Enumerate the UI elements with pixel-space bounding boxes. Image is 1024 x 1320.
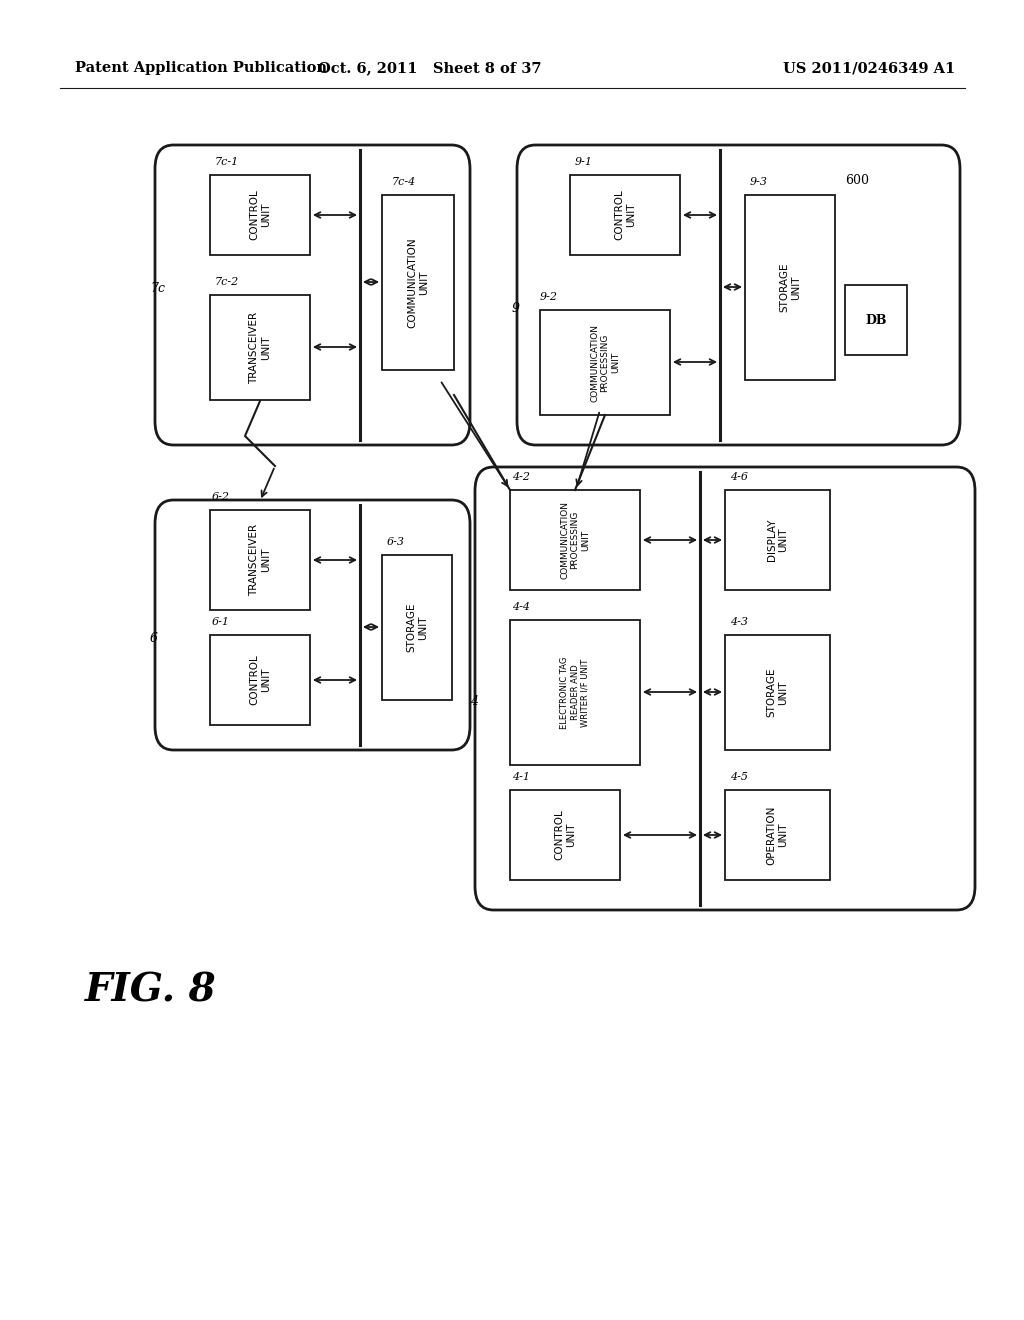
Text: STORAGE
UNIT: STORAGE UNIT bbox=[779, 263, 801, 313]
Text: 9-1: 9-1 bbox=[575, 157, 593, 168]
Text: COMMUNICATION
UNIT: COMMUNICATION UNIT bbox=[408, 238, 429, 327]
FancyBboxPatch shape bbox=[155, 145, 470, 445]
Bar bbox=[540, 310, 670, 414]
Text: TRANSCEIVER
UNIT: TRANSCEIVER UNIT bbox=[249, 524, 270, 597]
Text: 7c-4: 7c-4 bbox=[392, 177, 416, 187]
Bar bbox=[510, 620, 640, 766]
Text: OPERATION
UNIT: OPERATION UNIT bbox=[767, 805, 788, 865]
Text: 4-5: 4-5 bbox=[730, 772, 748, 781]
Bar bbox=[570, 176, 680, 255]
Bar bbox=[210, 176, 310, 255]
Text: 4-1: 4-1 bbox=[512, 772, 530, 781]
Bar bbox=[725, 789, 830, 880]
Text: STORAGE
UNIT: STORAGE UNIT bbox=[407, 603, 428, 652]
Text: 6-1: 6-1 bbox=[212, 616, 230, 627]
Text: 7c-1: 7c-1 bbox=[215, 157, 240, 168]
Text: FIG. 8: FIG. 8 bbox=[85, 972, 217, 1008]
Bar bbox=[510, 789, 620, 880]
Text: COMMUNICATION
PROCESSING
UNIT: COMMUNICATION PROCESSING UNIT bbox=[590, 323, 620, 401]
FancyBboxPatch shape bbox=[517, 145, 961, 445]
Bar bbox=[210, 635, 310, 725]
Bar bbox=[382, 195, 454, 370]
Text: DISPLAY
UNIT: DISPLAY UNIT bbox=[767, 519, 788, 561]
Bar bbox=[510, 490, 640, 590]
Bar bbox=[210, 294, 310, 400]
Text: 4-2: 4-2 bbox=[512, 473, 530, 482]
Text: 6-3: 6-3 bbox=[387, 537, 406, 546]
Text: Oct. 6, 2011   Sheet 8 of 37: Oct. 6, 2011 Sheet 8 of 37 bbox=[318, 61, 542, 75]
Text: US 2011/0246349 A1: US 2011/0246349 A1 bbox=[782, 61, 955, 75]
Bar bbox=[845, 285, 907, 355]
Text: 4-4: 4-4 bbox=[512, 602, 530, 612]
Bar bbox=[725, 490, 830, 590]
FancyBboxPatch shape bbox=[155, 500, 470, 750]
Text: 9: 9 bbox=[512, 302, 520, 315]
FancyBboxPatch shape bbox=[475, 467, 975, 909]
Bar bbox=[382, 554, 452, 700]
Bar bbox=[745, 195, 835, 380]
Text: 4-6: 4-6 bbox=[730, 473, 748, 482]
Text: 7c-2: 7c-2 bbox=[215, 277, 240, 286]
Text: TRANSCEIVER
UNIT: TRANSCEIVER UNIT bbox=[249, 312, 270, 384]
Text: 7c: 7c bbox=[150, 282, 165, 294]
Text: CONTROL
UNIT: CONTROL UNIT bbox=[249, 655, 270, 705]
Text: 9-3: 9-3 bbox=[750, 177, 768, 187]
Text: 6-2: 6-2 bbox=[212, 492, 230, 502]
Text: CONTROL
UNIT: CONTROL UNIT bbox=[554, 809, 575, 861]
Text: 600: 600 bbox=[845, 174, 869, 187]
Text: DB: DB bbox=[865, 314, 887, 326]
Text: 4: 4 bbox=[470, 696, 478, 708]
Bar bbox=[725, 635, 830, 750]
Text: 9-2: 9-2 bbox=[540, 292, 558, 302]
Text: 6: 6 bbox=[150, 632, 158, 645]
Text: STORAGE
UNIT: STORAGE UNIT bbox=[767, 668, 788, 717]
Text: COMMUNICATION
PROCESSING
UNIT: COMMUNICATION PROCESSING UNIT bbox=[560, 502, 590, 579]
Text: ELECTRONIC TAG
READER AND
WRITER I/F UNIT: ELECTRONIC TAG READER AND WRITER I/F UNI… bbox=[560, 656, 590, 729]
Text: Patent Application Publication: Patent Application Publication bbox=[75, 61, 327, 75]
Bar bbox=[210, 510, 310, 610]
Text: CONTROL
UNIT: CONTROL UNIT bbox=[614, 190, 636, 240]
Text: CONTROL
UNIT: CONTROL UNIT bbox=[249, 190, 270, 240]
Text: 4-3: 4-3 bbox=[730, 616, 748, 627]
